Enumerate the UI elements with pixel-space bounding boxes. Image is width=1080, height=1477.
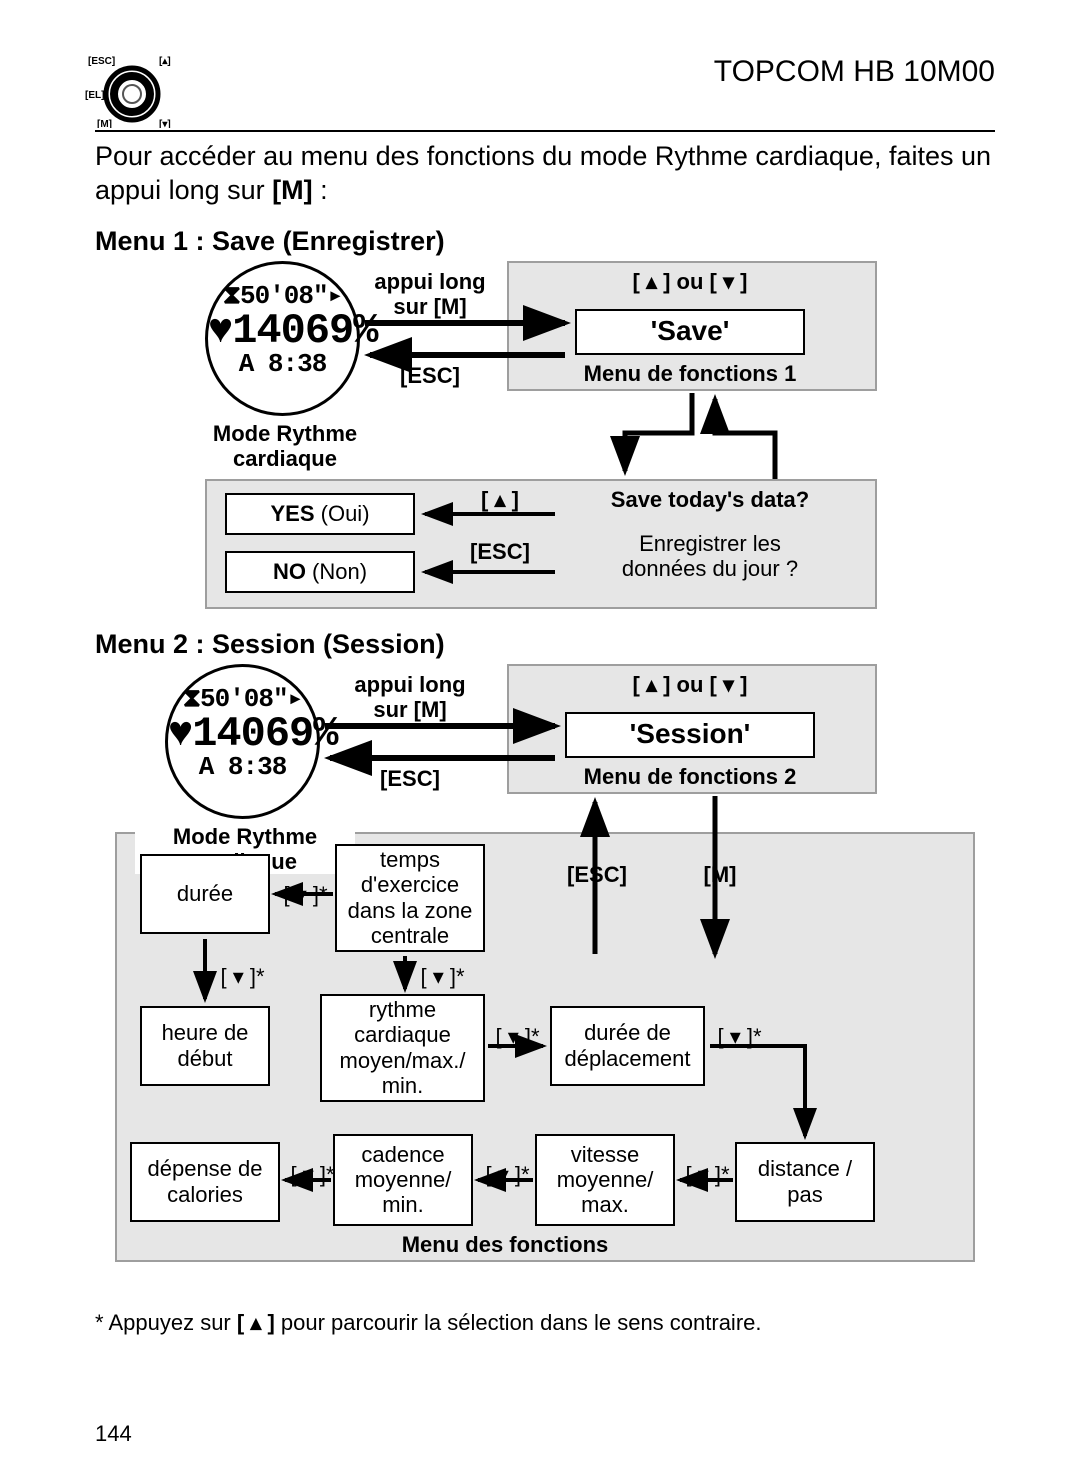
fn-post: pour parcourir la sélection dans le sens…	[275, 1310, 762, 1335]
diagram-menu1: ⧗50'08"▸ ♥14069% A 8:38 Mode Rythme card…	[95, 261, 995, 611]
menu2-heading: Menu 2 : Session (Session)	[95, 629, 995, 660]
page: [ESC] [▴] [EL] [M] [▾] TOPCOM HB 10M00 P…	[95, 50, 995, 1336]
box-cadence: cadence moyenne/ min.	[333, 1134, 473, 1226]
watch2-line2: ♥14069%	[168, 710, 317, 758]
up-or-down-2: [ ▴ ] ou [ ▾ ]	[595, 672, 785, 697]
watch-corner-icon: [ESC] [▴] [EL] [M] [▾]	[85, 50, 180, 133]
appui-long-1: appui long sur [M]	[365, 269, 495, 320]
esc-2: [ESC]	[455, 539, 545, 564]
watch-face-1: ⧗50'08"▸ ♥14069% A 8:38	[205, 261, 360, 416]
mode-label-1: Mode Rythme cardiaque	[175, 421, 395, 472]
m-vert: [M]	[695, 862, 745, 887]
esc-vert: [ESC]	[557, 862, 637, 887]
svg-text:[▴]: [▴]	[159, 56, 171, 67]
menu-fonctions: Menu des fonctions	[375, 1232, 635, 1257]
dk1: [ ▾ ]*	[278, 882, 333, 907]
appui-long-2: appui long sur [M]	[345, 672, 475, 723]
watch2-line1: ⧗50'08"▸	[168, 683, 317, 714]
svg-text:[▾]: [▾]	[159, 119, 171, 128]
watch-line2: ♥14069%	[208, 307, 357, 355]
box-temps: temps d'exercice dans la zone centrale	[335, 844, 485, 952]
dk4: [ ▾ ]*	[490, 1024, 545, 1049]
box-duree: durée	[140, 854, 270, 934]
intro-bold: [M]	[272, 175, 312, 205]
intro-text: Pour accéder au menu des fonctions du mo…	[95, 140, 995, 208]
box-vitesse: vitesse moyenne/ max.	[535, 1134, 675, 1226]
dk6: [ ▾ ]*	[285, 1162, 340, 1187]
yes-box: YES (Oui)	[225, 493, 415, 535]
dk7: [ ▾ ]*	[480, 1162, 535, 1187]
brand-label: TOPCOM HB 10M00	[714, 55, 995, 89]
dk5: [ ▾ ]*	[712, 1024, 767, 1049]
svg-text:[ESC]: [ESC]	[88, 56, 115, 67]
dk3: [ ▾ ]*	[415, 964, 470, 989]
fn-bold: [ ▴ ]	[237, 1310, 275, 1335]
page-number: 144	[95, 1421, 132, 1447]
intro-part1: Pour accéder au menu des fonctions du mo…	[95, 141, 991, 205]
watch-line1: ⧗50'08"▸	[208, 280, 357, 311]
diagram-menu2: ⧗50'08"▸ ♥14069% A 8:38 Mode Rythme card…	[95, 664, 995, 1304]
save-q-bold: Save today's data?	[565, 487, 855, 512]
box-distance: distance / pas	[735, 1142, 875, 1222]
fn-pre: * Appuyez sur	[95, 1310, 237, 1335]
no-box: NO (Non)	[225, 551, 415, 593]
up-or-down-1: [ ▴ ] ou [ ▾ ]	[595, 269, 785, 294]
svg-text:[M]: [M]	[97, 119, 112, 128]
box-heure: heure de début	[140, 1006, 270, 1086]
menu-fonc1: Menu de fonctions 1	[535, 361, 845, 386]
menu1-heading: Menu 1 : Save (Enregistrer)	[95, 226, 995, 257]
svg-text:[EL]: [EL]	[85, 90, 104, 101]
intro-part2: :	[313, 175, 328, 205]
box-calories: dépense de calories	[130, 1142, 280, 1222]
header: [ESC] [▴] [EL] [M] [▾] TOPCOM HB 10M00	[95, 50, 995, 132]
footnote: * Appuyez sur [ ▴ ] pour parcourir la sé…	[95, 1310, 995, 1336]
up-key-1: [ ▴ ]	[465, 487, 535, 512]
dk8: [ ▾ ]*	[680, 1162, 735, 1187]
save-box: 'Save'	[575, 309, 805, 355]
box-dureedep: durée de déplacement	[550, 1006, 705, 1086]
menu-fonc2: Menu de fonctions 2	[535, 764, 845, 789]
save-q-fr: Enregistrer les données du jour ?	[565, 531, 855, 582]
box-rythme: rythme cardiaque moyen/max./ min.	[320, 994, 485, 1102]
esc-1: [ESC]	[385, 363, 475, 388]
session-box: 'Session'	[565, 712, 815, 758]
esc-3: [ESC]	[365, 766, 455, 791]
dk2: [ ▾ ]*	[215, 964, 270, 989]
watch-face-2: ⧗50'08"▸ ♥14069% A 8:38	[165, 664, 320, 819]
